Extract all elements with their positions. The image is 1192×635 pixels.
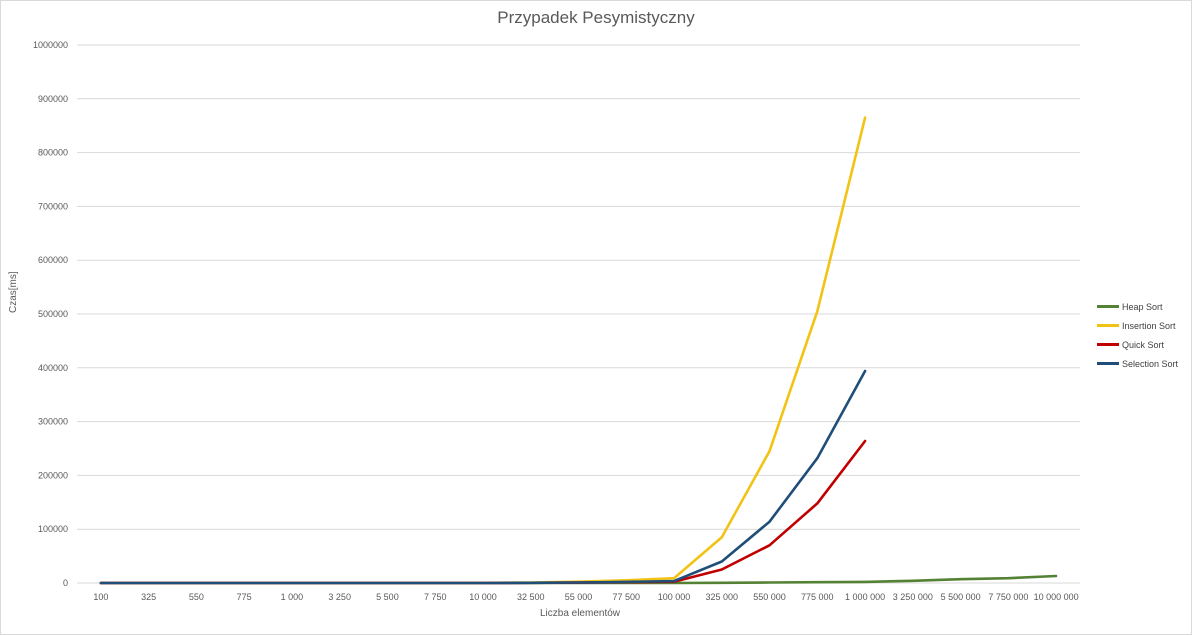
- x-tick-label: 7 750: [424, 592, 447, 602]
- legend: Heap Sort Insertion Sort Quick Sort Selecti…: [1097, 297, 1178, 373]
- x-tick-label: 10 000: [469, 592, 497, 602]
- series-line-selection-sort: [99, 369, 867, 585]
- legend-item: Insertion Sort: [1097, 316, 1178, 335]
- y-tick-label: 100000: [38, 524, 68, 534]
- y-tick-label: 600000: [38, 255, 68, 265]
- legend-item: Quick Sort: [1097, 335, 1178, 354]
- x-tick-label: 550: [189, 592, 204, 602]
- y-tick-label: 400000: [38, 363, 68, 373]
- series-line-quick-sort: [99, 439, 867, 585]
- x-tick-label: 3 250: [328, 592, 351, 602]
- legend-label: Selection Sort: [1122, 358, 1179, 369]
- legend-label: Quick Sort: [1122, 339, 1165, 350]
- x-tick-label: 325: [141, 592, 156, 602]
- x-tick-label: 1 000 000: [845, 592, 885, 602]
- legend-swatch: [1097, 324, 1119, 327]
- x-tick-label: 55 000: [565, 592, 593, 602]
- x-tick-label: 5 500: [376, 592, 399, 602]
- x-tick-label: 100 000: [658, 592, 691, 602]
- legend-label: Heap Sort: [1122, 301, 1163, 312]
- x-tick-label: 77 500: [612, 592, 640, 602]
- x-tick-label: 5 500 000: [941, 592, 981, 602]
- series-line-insertion-sort: [99, 116, 867, 585]
- legend-swatch: [1097, 362, 1119, 365]
- legend-swatch: [1097, 343, 1119, 346]
- y-tick-label: 500000: [38, 309, 68, 319]
- y-tick-label: 700000: [38, 201, 68, 211]
- legend-label: Insertion Sort: [1122, 320, 1176, 331]
- y-tick-label: 900000: [38, 94, 68, 104]
- x-tick-label: 775 000: [801, 592, 834, 602]
- x-tick-label: 325 000: [706, 592, 739, 602]
- x-tick-label: 1 000: [281, 592, 304, 602]
- x-tick-label: 550 000: [753, 592, 786, 602]
- legend-item: Selection Sort: [1097, 354, 1178, 373]
- legend-swatch: [1097, 305, 1119, 308]
- legend-item: Heap Sort: [1097, 297, 1178, 316]
- x-tick-label: 7 750 000: [988, 592, 1028, 602]
- y-tick-label: 200000: [38, 470, 68, 480]
- x-tick-label: 3 250 000: [893, 592, 933, 602]
- y-tick-label: 300000: [38, 417, 68, 427]
- chart-title: Przypadek Pesymistyczny: [497, 8, 695, 27]
- x-tick-label: 775: [237, 592, 252, 602]
- x-axis-label: Liczba elementów: [539, 608, 621, 619]
- y-tick-label: 0: [63, 578, 68, 588]
- x-tick-label: 10 000 000: [1034, 592, 1079, 602]
- x-tick-label: 32 500: [517, 592, 545, 602]
- y-tick-label: 1000000: [33, 40, 68, 50]
- y-tick-label: 800000: [38, 148, 68, 158]
- x-tick-label: 100: [93, 592, 108, 602]
